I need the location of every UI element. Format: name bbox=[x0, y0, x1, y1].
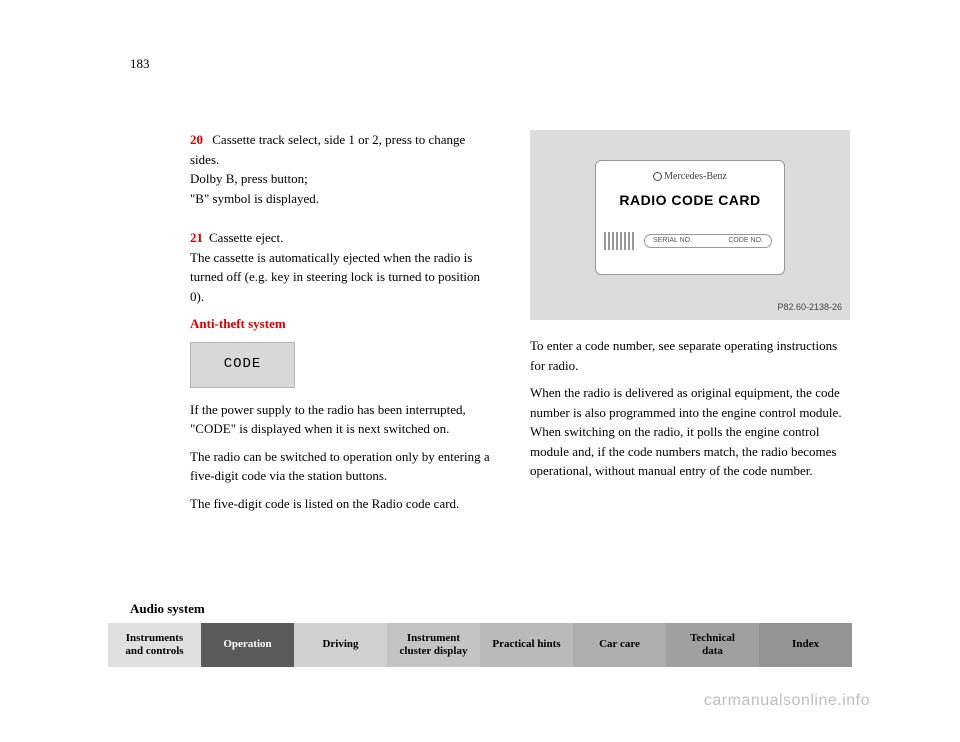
left-column: 20 Cassette track select, side 1 or 2, p… bbox=[190, 130, 490, 521]
mercedes-logo-icon bbox=[653, 172, 662, 181]
card-brand: Mercedes-Benz bbox=[664, 171, 727, 182]
code-display-box: CODE bbox=[190, 342, 295, 388]
tab-index[interactable]: Index bbox=[759, 623, 852, 667]
card-barcode-icon bbox=[604, 232, 636, 250]
watermark: carmanualsonline.info bbox=[704, 692, 870, 710]
right-para-1: To enter a code number, see separate ope… bbox=[530, 336, 850, 375]
content-columns: 20 Cassette track select, side 1 or 2, p… bbox=[190, 130, 840, 521]
tab-instrument-cluster-display[interactable]: Instrumentcluster display bbox=[387, 623, 480, 667]
anti-theft-heading: Anti-theft system bbox=[190, 314, 490, 334]
tab-instruments-and-controls[interactable]: Instrumentsand controls bbox=[108, 623, 201, 667]
section-label: Audio system bbox=[130, 601, 205, 617]
tab-driving[interactable]: Driving bbox=[294, 623, 387, 667]
tab-car-care[interactable]: Car care bbox=[573, 623, 666, 667]
right-para-2: When the radio is delivered as original … bbox=[530, 383, 850, 481]
item-21-text: Cassette eject. The cassette is automati… bbox=[190, 230, 480, 304]
card-code-label: CODE NO. bbox=[728, 236, 763, 247]
radio-code-card: Mercedes-Benz RADIO CODE CARD SERIAL NO.… bbox=[595, 160, 785, 275]
item-21: 21Cassette eject. The cassette is automa… bbox=[190, 228, 490, 306]
item-20-text: Cassette track select, side 1 or 2, pres… bbox=[190, 132, 465, 206]
item-20: 20 Cassette track select, side 1 or 2, p… bbox=[190, 130, 490, 208]
tab-technical-data[interactable]: Technicaldata bbox=[666, 623, 759, 667]
figure-reference: P82.60-2138-26 bbox=[777, 301, 842, 315]
item-20-number: 20 bbox=[190, 132, 203, 147]
nav-tabs: Instrumentsand controlsOperationDrivingI… bbox=[108, 623, 852, 667]
tab-operation[interactable]: Operation bbox=[201, 623, 294, 667]
left-para-1: If the power supply to the radio has bee… bbox=[190, 400, 490, 439]
card-serial-label: SERIAL NO. bbox=[653, 236, 692, 247]
card-code-row: SERIAL NO. CODE NO. bbox=[596, 232, 784, 250]
radio-code-card-figure: Mercedes-Benz RADIO CODE CARD SERIAL NO.… bbox=[530, 130, 850, 320]
left-para-2: The radio can be switched to operation o… bbox=[190, 447, 490, 486]
item-21-number: 21 bbox=[190, 230, 203, 245]
page: 183 20 Cassette track select, side 1 or … bbox=[0, 0, 960, 742]
right-column: Mercedes-Benz RADIO CODE CARD SERIAL NO.… bbox=[530, 130, 850, 521]
tab-practical-hints[interactable]: Practical hints bbox=[480, 623, 573, 667]
card-brand-row: Mercedes-Benz bbox=[596, 169, 784, 184]
page-number: 183 bbox=[130, 56, 150, 72]
card-labels-box: SERIAL NO. CODE NO. bbox=[644, 234, 772, 248]
code-display-label: CODE bbox=[224, 354, 262, 375]
left-para-3: The five-digit code is listed on the Rad… bbox=[190, 494, 490, 514]
card-title: RADIO CODE CARD bbox=[596, 190, 784, 211]
